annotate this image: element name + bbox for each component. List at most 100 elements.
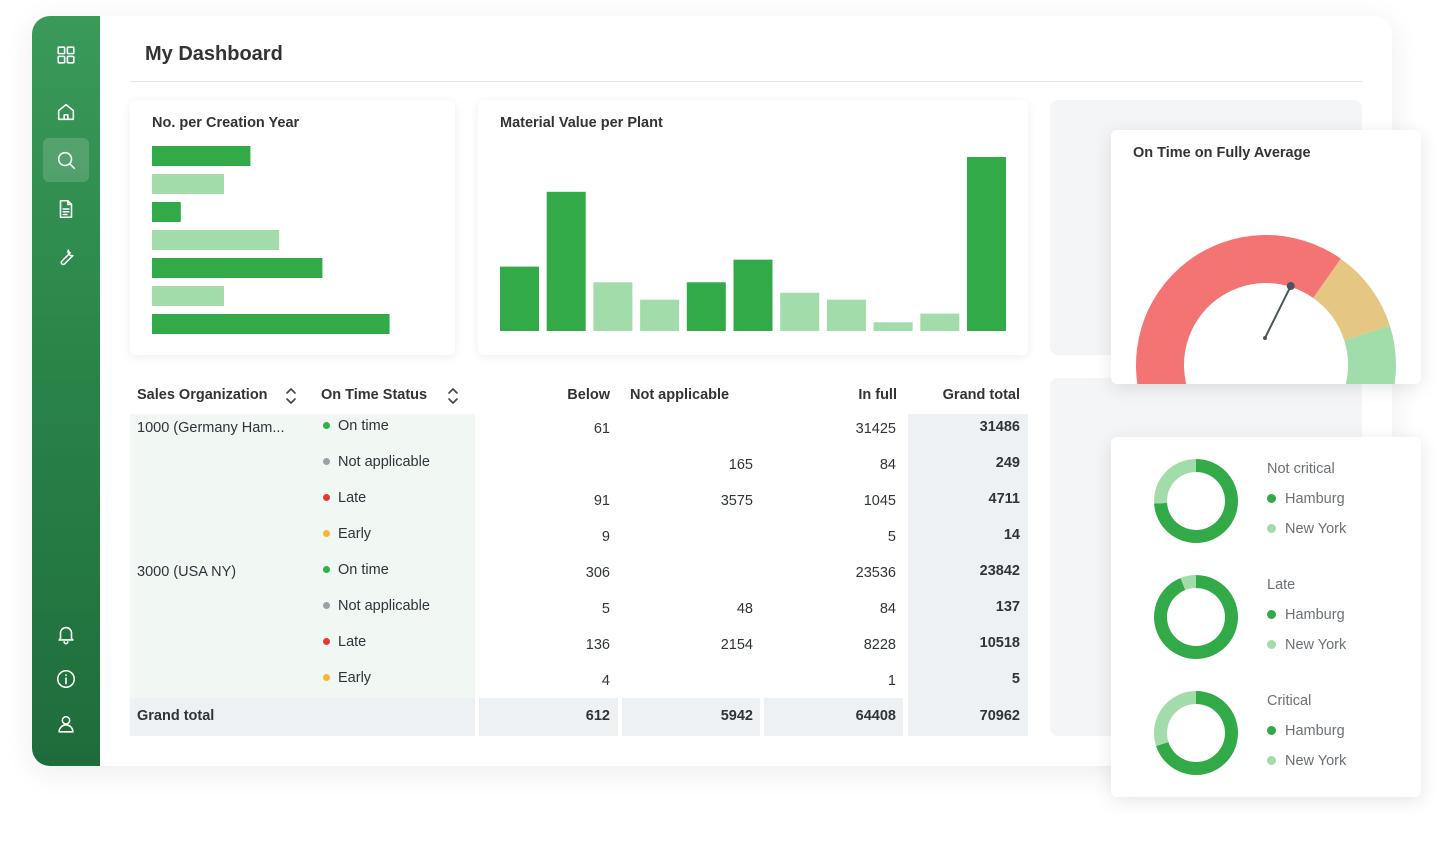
legend-item[interactable]: Hamburg (1267, 491, 1345, 507)
donut-slice[interactable] (1154, 459, 1238, 543)
nav-home-button[interactable] (43, 90, 89, 134)
nav-notifications-button[interactable] (43, 612, 89, 656)
sales-org-label: 3000 (USA NY) (137, 564, 237, 580)
bar[interactable] (873, 322, 913, 331)
footer-not-applicable: 5942 (720, 708, 753, 724)
bar[interactable] (967, 157, 1006, 331)
status-text: Not applicable (338, 454, 430, 470)
material-value-title: Material Value per Plant (500, 115, 663, 131)
bar[interactable] (640, 299, 680, 331)
bar[interactable] (152, 314, 390, 334)
donut-slice[interactable] (1154, 691, 1196, 746)
nav-tools-button[interactable] (43, 235, 89, 279)
bar[interactable] (686, 282, 726, 331)
bar[interactable] (152, 146, 251, 166)
sort-sales-org-icon[interactable] (285, 385, 297, 407)
bar[interactable] (920, 313, 960, 331)
nav-documents-button[interactable] (43, 187, 89, 231)
dashboard-grid-icon (57, 46, 75, 64)
column-header-not-applicable[interactable]: Not applicable (630, 387, 730, 403)
donut-charts (1154, 459, 1238, 775)
legend-dot (1267, 725, 1276, 735)
gauge-title: On Time on Fully Average (1133, 145, 1311, 161)
sort-status-icon[interactable] (447, 385, 459, 407)
status-text: On time (338, 562, 389, 578)
nav-search-button[interactable] (43, 138, 89, 182)
legend-item[interactable]: New York (1267, 521, 1346, 537)
cell-not-applicable: 3575 (720, 493, 753, 509)
cell-grand-total: 249 (995, 455, 1020, 471)
title-divider (130, 81, 1362, 82)
bar[interactable] (593, 282, 633, 331)
column-header-in-full[interactable]: In full (858, 387, 897, 403)
cell-grand-total: 137 (995, 599, 1020, 615)
donut-slice[interactable] (1180, 575, 1196, 591)
cell-below: 306 (585, 565, 610, 581)
creation-year-title: No. per Creation Year (152, 115, 300, 131)
status-dot (323, 529, 330, 537)
page-title: My Dashboard (145, 43, 283, 65)
bar[interactable] (500, 266, 539, 331)
document-icon (59, 199, 73, 219)
legend-label: New York (1285, 521, 1347, 537)
cell-grand-total: 5 (1011, 671, 1020, 687)
wrench-icon (60, 249, 74, 266)
status-label: On time (323, 562, 389, 578)
status-text: Late (338, 490, 367, 506)
user-icon (58, 715, 74, 733)
cell-below: 5 (601, 601, 610, 617)
cell-in-full: 1045 (863, 493, 896, 509)
footer-below: 612 (585, 708, 610, 724)
donut-title: Late (1267, 577, 1296, 593)
status-text: Not applicable (338, 598, 430, 614)
legend-item[interactable]: Hamburg (1267, 607, 1345, 623)
bar[interactable] (152, 258, 323, 278)
footer-grand-total: 70962 (979, 708, 1020, 724)
nav-dashboard-button[interactable] (43, 33, 89, 77)
status-label: Late (323, 634, 366, 650)
bar[interactable] (780, 292, 820, 331)
column-header-grand-total[interactable]: Grand total (942, 387, 1020, 403)
cell-grand-total: 31486 (979, 419, 1020, 435)
search-icon (57, 151, 76, 170)
nav-profile-button[interactable] (43, 702, 89, 746)
info-icon (56, 669, 76, 689)
cell-below: 9 (601, 529, 610, 545)
column-header-below[interactable]: Below (567, 387, 610, 403)
legend-dot (1267, 493, 1276, 503)
column-header-status[interactable]: On Time Status (321, 387, 428, 403)
donut-slice[interactable] (1156, 691, 1238, 775)
cell-not-applicable: 48 (736, 601, 753, 617)
legend-label: Hamburg (1285, 723, 1345, 739)
bar[interactable] (152, 202, 181, 222)
home-icon (57, 103, 75, 121)
bar[interactable] (826, 299, 866, 331)
bar[interactable] (733, 259, 773, 331)
cell-below: 61 (593, 421, 610, 437)
column-header-sales-org[interactable]: Sales Organization (137, 387, 268, 403)
legend-dot (1267, 523, 1276, 533)
bar[interactable] (152, 230, 280, 250)
gauge-chart (1136, 235, 1396, 384)
cell-below: 4 (601, 673, 610, 689)
footer-label: Grand total (137, 708, 215, 724)
pivot-table: Sales Organization On Time Status Below Not… (130, 378, 1028, 736)
cell-below: 136 (585, 637, 610, 653)
bar[interactable] (546, 191, 586, 331)
status-label: On time (323, 418, 389, 434)
donut-slice[interactable] (1154, 575, 1238, 659)
cell-in-full: 1 (887, 673, 896, 689)
donut-slice[interactable] (1154, 459, 1196, 504)
legend-item[interactable]: New York (1267, 753, 1346, 769)
status-dot (323, 565, 330, 573)
legend-item[interactable]: New York (1267, 637, 1346, 653)
gauge-card: On Time on Fully Average (1111, 130, 1421, 384)
bar[interactable] (152, 174, 224, 194)
row-header-area (130, 414, 475, 698)
legend-item[interactable]: Hamburg (1267, 723, 1345, 739)
status-dot (323, 457, 330, 465)
nav-info-button[interactable] (43, 657, 89, 701)
bar[interactable] (152, 286, 224, 306)
gauge-segment (1344, 325, 1396, 384)
status-dot (323, 493, 330, 501)
